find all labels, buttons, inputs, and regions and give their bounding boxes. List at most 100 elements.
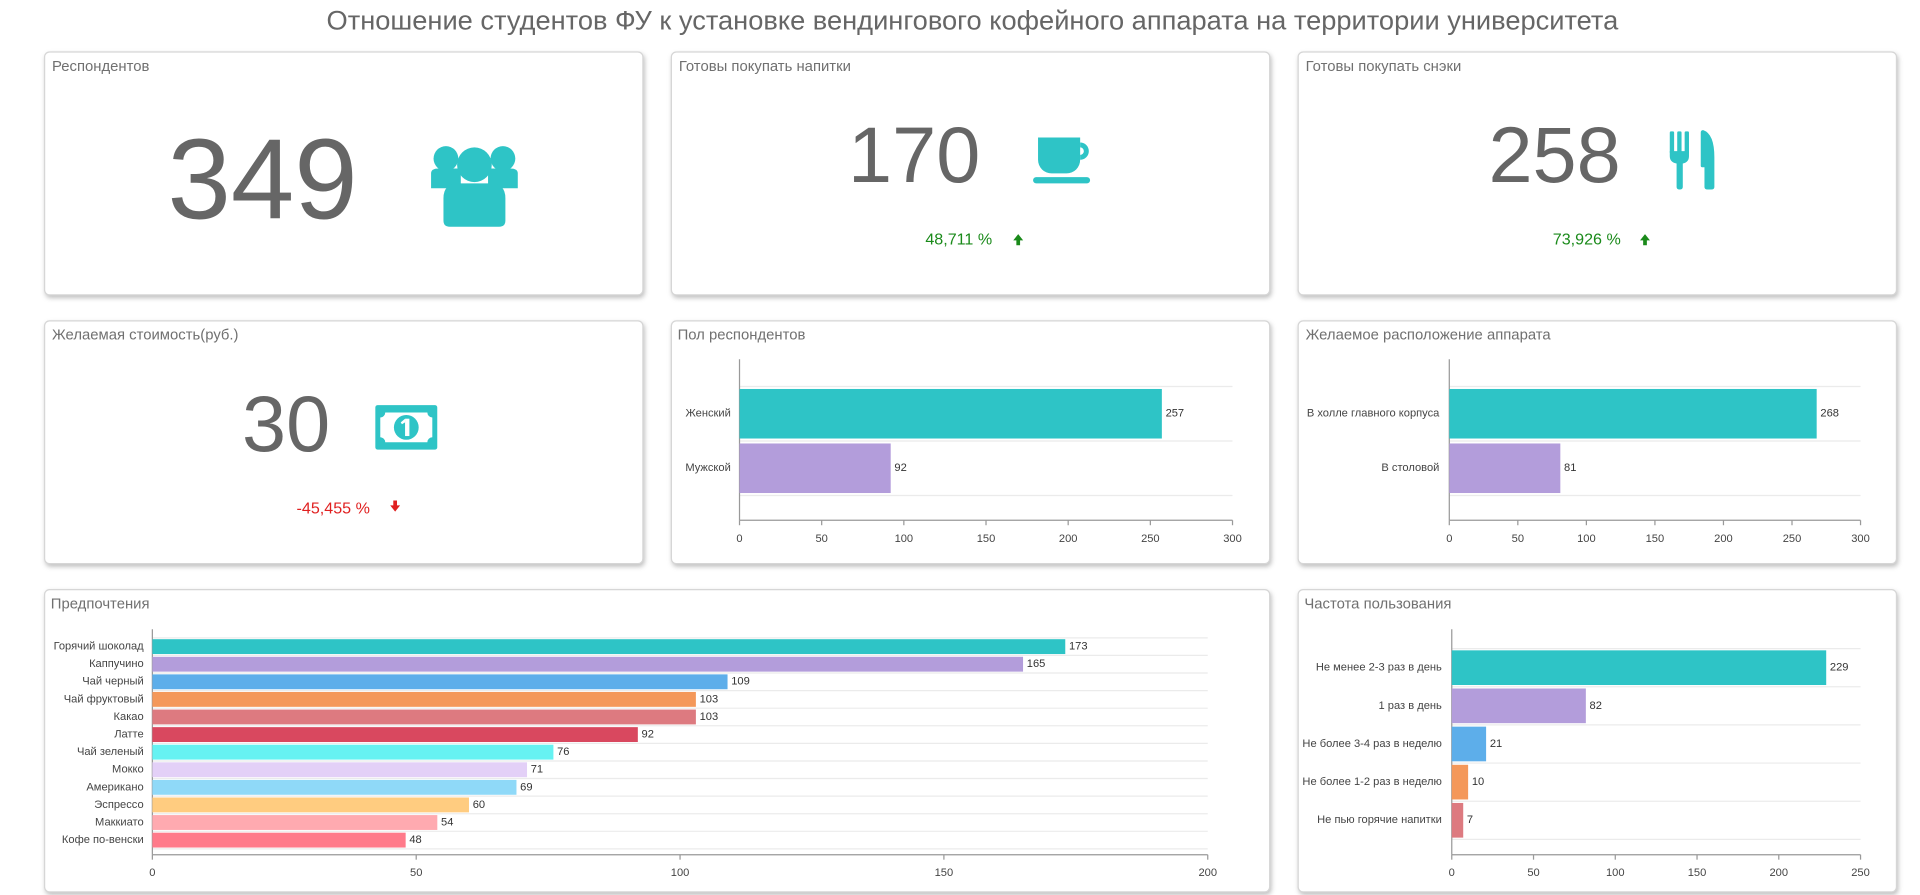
category-label: Не более 1-2 раз в неделю (1302, 776, 1441, 788)
x-tick-label: 250 (1141, 533, 1160, 545)
x-tick-label: 300 (1851, 533, 1870, 545)
value-label: 92 (894, 462, 906, 474)
card-title: Желаемая стоимость(руб.) (52, 328, 239, 344)
value-label: 229 (1830, 662, 1849, 674)
x-tick-label: 50 (1527, 867, 1539, 879)
kpi-value: 258 (1488, 110, 1620, 199)
bar (152, 656, 1024, 672)
value-label: 257 (1166, 408, 1185, 420)
kpi-value: 349 (168, 116, 358, 243)
x-tick-label: 0 (736, 533, 742, 545)
card-title: Готовы покупать снэки (1306, 59, 1462, 75)
card-title: Респондентов (52, 59, 150, 75)
x-tick-label: 50 (1512, 533, 1524, 545)
cutlery-icon (1669, 130, 1715, 190)
card (43, 51, 644, 296)
value-label: 7 (1467, 814, 1473, 826)
category-label: Чай зеленый (77, 746, 144, 758)
bar (152, 727, 638, 743)
x-tick-label: 150 (1688, 867, 1707, 879)
category-label: Не пью горячие напитки (1317, 814, 1442, 826)
value-label: 54 (441, 816, 453, 828)
value-label: 69 (520, 781, 532, 793)
money-icon (375, 405, 438, 450)
category-label: Мокко (112, 764, 144, 776)
kpi-change: 73,926 % (1553, 231, 1621, 249)
value-label: 92 (642, 729, 654, 741)
bar (1449, 388, 1817, 439)
value-label: 165 (1027, 658, 1046, 670)
up-arrow (1013, 234, 1024, 246)
category-label: Латте (114, 729, 144, 741)
category-label: Кофе по-венски (62, 834, 144, 846)
bar (152, 815, 438, 830)
bar (152, 779, 517, 795)
bar (1451, 650, 1827, 686)
category-label: Мужской (685, 462, 730, 474)
x-tick-label: 0 (1449, 867, 1455, 879)
value-label: 81 (1564, 462, 1576, 474)
x-tick-label: 250 (1851, 867, 1870, 879)
x-tick-label: 200 (1770, 867, 1789, 879)
value-label: 173 (1069, 641, 1088, 653)
category-label: 1 раз в день (1379, 700, 1443, 712)
category-label: Не менее 2-3 раз в день (1316, 662, 1442, 674)
bar (1451, 688, 1586, 724)
value-label: 109 (731, 676, 750, 688)
kpi-value: 30 (242, 379, 330, 468)
x-tick-label: 100 (1577, 533, 1596, 545)
category-label: Американо (86, 781, 143, 793)
bar (152, 797, 469, 813)
value-label: 76 (557, 746, 569, 758)
bar (152, 832, 406, 848)
category-label: Каппучино (89, 658, 144, 670)
x-tick-label: 50 (815, 533, 827, 545)
x-tick-label: 200 (1714, 533, 1733, 545)
bar (152, 762, 528, 778)
kpi-change: -45,455 % (297, 499, 370, 517)
x-tick-label: 100 (671, 867, 690, 879)
value-label: 82 (1590, 700, 1602, 712)
card (1297, 51, 1898, 296)
value-label: 103 (700, 693, 719, 705)
card (1297, 320, 1898, 565)
x-tick-label: 150 (935, 867, 954, 879)
chart-title: Желаемое расположение аппарата (1306, 328, 1552, 344)
card (670, 51, 1271, 296)
kpi-value: 170 (848, 110, 980, 199)
kpi-change: 48,711 % (925, 231, 992, 249)
category-label: Какао (114, 711, 144, 723)
bar (152, 744, 554, 760)
x-tick-label: 50 (410, 867, 422, 879)
category-label: Женский (686, 408, 731, 420)
value-label: 268 (1820, 408, 1839, 420)
category-label: Горячий шоколад (54, 641, 145, 653)
chart-title: Пол респондентов (678, 328, 806, 344)
category-label: Маккиато (95, 816, 144, 828)
bar (1451, 764, 1469, 800)
x-tick-label: 0 (1446, 533, 1452, 545)
chart-title: Предпочтения (51, 596, 150, 612)
x-tick-label: 250 (1783, 533, 1802, 545)
value-label: 21 (1490, 738, 1502, 750)
bar (1451, 726, 1487, 762)
bar (1449, 443, 1561, 494)
x-tick-label: 150 (1646, 533, 1665, 545)
value-label: 48 (409, 834, 421, 846)
bar (152, 639, 1066, 655)
category-label: Чай фруктовый (64, 693, 144, 705)
category-label: В холле главного корпуса (1307, 408, 1440, 420)
x-tick-label: 150 (977, 533, 996, 545)
category-label: Чай черный (82, 676, 143, 688)
value-label: 10 (1472, 776, 1484, 788)
x-tick-label: 0 (149, 867, 155, 879)
bar (152, 709, 696, 725)
card (670, 320, 1271, 565)
category-label: В столовой (1381, 462, 1439, 474)
value-label: 60 (473, 799, 485, 811)
x-tick-label: 200 (1198, 867, 1217, 879)
x-tick-label: 300 (1223, 533, 1242, 545)
category-label: Эспрессо (94, 799, 143, 811)
